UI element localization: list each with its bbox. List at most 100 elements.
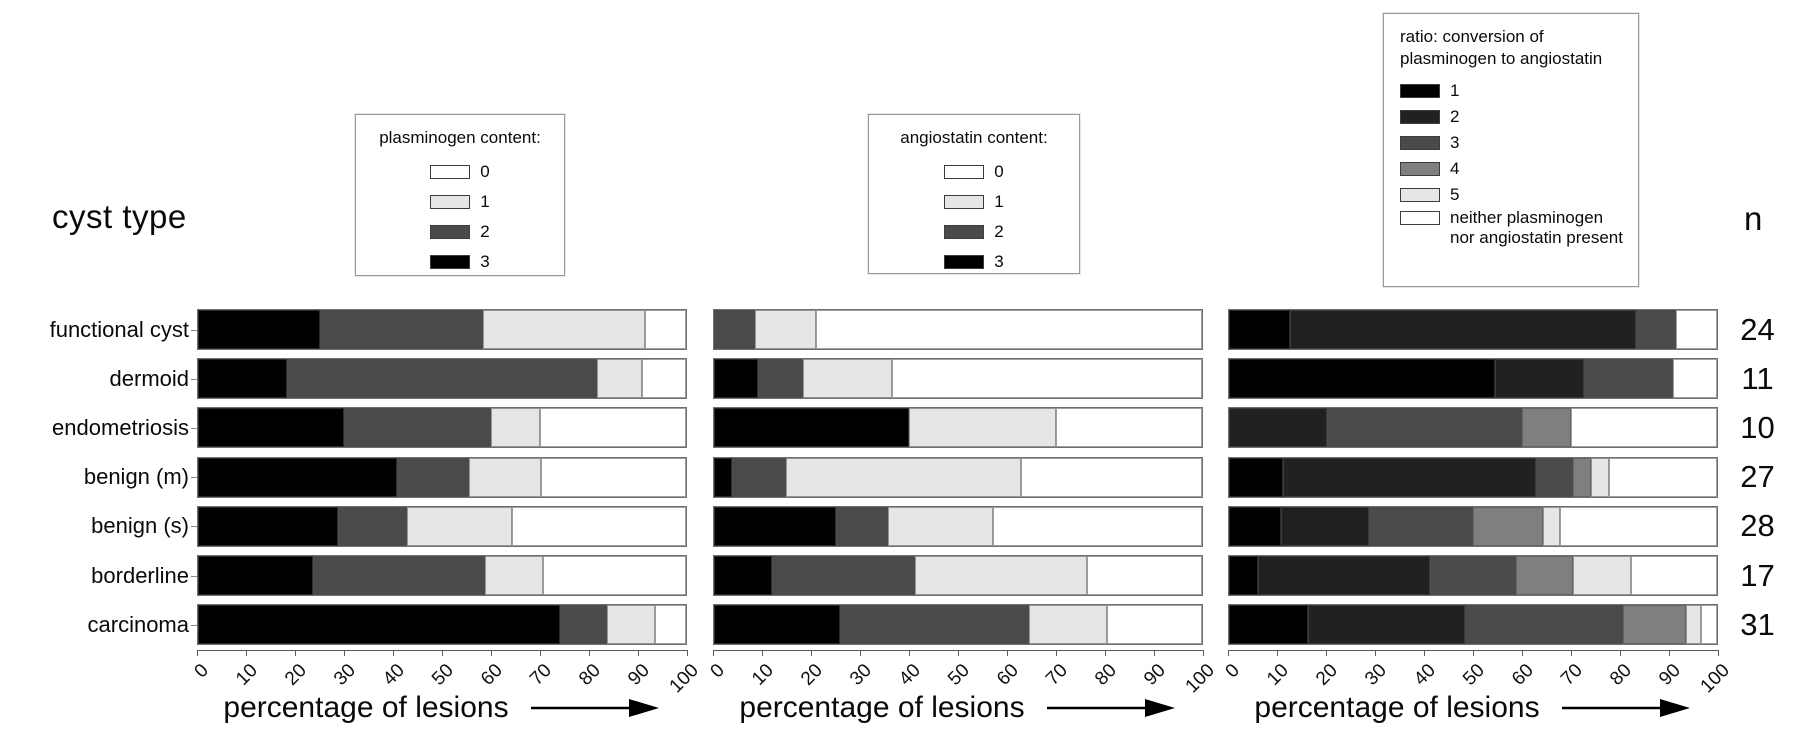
legend-swatch	[430, 255, 471, 270]
x-axis-tick	[762, 650, 763, 656]
legend-item: 5	[1396, 182, 1626, 208]
bar-segment-3	[1368, 506, 1473, 546]
x-axis-tick	[713, 650, 714, 656]
bar-segment-0	[1107, 605, 1202, 645]
bar-segment-1	[754, 310, 816, 349]
bar-segment-1	[802, 359, 892, 399]
x-axis-tick	[589, 650, 590, 656]
bar-segment-3	[714, 506, 836, 546]
legend-swatch	[1400, 188, 1440, 203]
x-axis-tick	[1326, 650, 1327, 656]
stacked-bar	[1228, 358, 1718, 400]
legend-swatch	[1400, 110, 1440, 125]
axis-arrow-icon	[529, 693, 661, 723]
bar-segment-1	[888, 506, 993, 546]
bar-segment-0	[891, 359, 1202, 399]
bar-segment-1	[1229, 310, 1290, 349]
legend-item-label: 3	[1450, 133, 1460, 153]
legend-item: 3	[1396, 130, 1626, 156]
x-axis-tick	[1571, 650, 1572, 656]
legend-item-label: 2	[994, 222, 1004, 242]
bar-segment-2	[839, 605, 1029, 645]
n-value: 10	[1740, 409, 1775, 445]
x-axis-tick	[1154, 650, 1155, 656]
legend-swatch	[944, 255, 985, 270]
legend-swatch	[1400, 162, 1440, 177]
legend-title: ratio: conversion of plasminogen to angi…	[1400, 27, 1603, 69]
bar-segment-3	[1430, 556, 1516, 595]
x-axis-title: percentage of lesions	[197, 682, 687, 734]
bar-segment-3	[714, 605, 840, 645]
x-axis-tick	[540, 650, 541, 656]
bar-segment-4	[1622, 605, 1686, 645]
row-label: benign (m)	[83, 464, 189, 490]
stacked-bar	[197, 555, 687, 596]
x-axis-tick	[246, 650, 247, 656]
bar-segment-2	[771, 556, 916, 595]
x-axis-tick	[1522, 650, 1523, 656]
x-axis-tick	[1669, 650, 1670, 656]
legend-item: 1	[364, 187, 556, 217]
bar-segment-1	[1028, 605, 1108, 645]
bar-segment-3	[198, 556, 313, 595]
bar-segment-2	[732, 457, 787, 497]
bar-segment-3	[198, 408, 345, 448]
bar-segment-0	[511, 506, 686, 546]
bar-segment-0	[541, 457, 686, 497]
n-value: 28	[1740, 508, 1775, 544]
x-axis-tick	[1105, 650, 1106, 656]
bar-segment-1	[490, 408, 540, 448]
row-label: endometriosis	[52, 414, 189, 440]
x-axis-tick	[1424, 650, 1425, 656]
legend-item: 3	[877, 247, 1071, 277]
bar-segment-0	[542, 556, 686, 595]
bar-segment-0	[815, 310, 1202, 349]
bar-segment-1	[468, 457, 542, 497]
bar-segment-0	[641, 359, 686, 399]
bar-segment-2	[1281, 506, 1369, 546]
legend-swatch	[944, 165, 985, 180]
legend-item: 4	[1396, 156, 1626, 182]
bar-segment-3	[1326, 408, 1522, 448]
bar-segment-2	[320, 310, 483, 349]
bar-segment-2	[714, 310, 755, 349]
row-label: functional cyst	[49, 316, 189, 342]
row-label: borderline	[91, 562, 189, 588]
bar-segment-3	[198, 359, 287, 399]
bar-segment-3	[198, 605, 561, 645]
legend-item-label: 5	[1450, 185, 1460, 205]
bar-segment-1	[482, 310, 645, 349]
bar-segment-4	[1472, 506, 1543, 546]
bar-segment-0	[1087, 556, 1202, 595]
legend-swatch	[430, 225, 471, 240]
axis-arrow-icon	[1045, 693, 1177, 723]
bar-segment-2	[344, 408, 491, 448]
legend-item-label: 4	[1450, 159, 1460, 179]
bar-segment-1	[909, 408, 1056, 448]
bar-segment-1	[786, 457, 1021, 497]
x-axis-tick	[491, 650, 492, 656]
legend-box: ratio: conversion of plasminogen to angi…	[1383, 13, 1639, 287]
bar-segment-4	[1572, 457, 1591, 497]
bar-segment-0	[645, 310, 686, 349]
bar-segment-4	[1521, 408, 1571, 448]
row-label: benign (s)	[91, 513, 189, 539]
bar-segment-3	[714, 408, 910, 448]
bar-segment-2	[1229, 408, 1327, 448]
stacked-bar	[197, 407, 687, 449]
bar-segment-5	[1590, 457, 1609, 497]
x-axis-tick	[1228, 650, 1229, 656]
bar-segment-2	[836, 506, 889, 546]
x-axis-tick	[295, 650, 296, 656]
legend-swatch	[944, 225, 985, 240]
legend-item: 1	[1396, 78, 1626, 104]
legend-item: 3	[364, 247, 556, 277]
x-axis-tick	[442, 650, 443, 656]
bar-segment-2	[1307, 605, 1466, 645]
legend-swatch	[1400, 211, 1440, 226]
legend-swatch	[944, 195, 985, 210]
x-axis-title-text: percentage of lesions	[739, 691, 1025, 724]
category-tick	[191, 624, 197, 626]
stacked-bar	[1228, 604, 1718, 646]
